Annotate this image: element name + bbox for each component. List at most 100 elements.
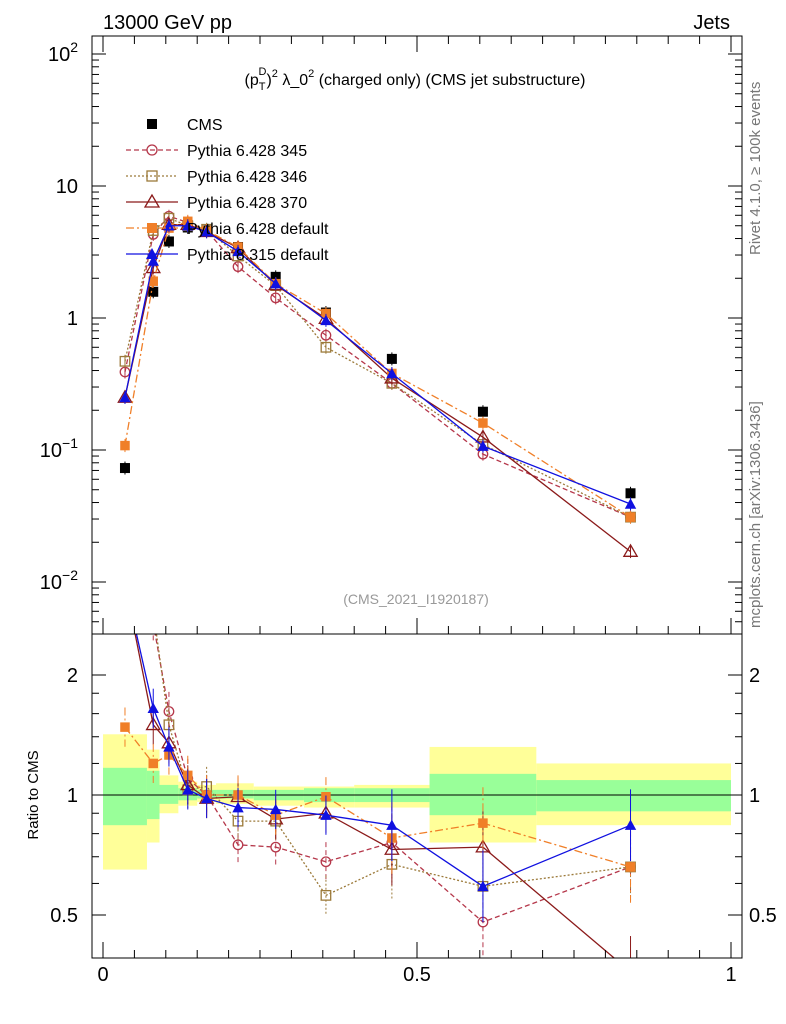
ratio-point-p346-7	[320, 889, 332, 901]
ratio-point-p8-10	[624, 819, 637, 830]
ratio-point-p8-4	[200, 792, 213, 804]
point-p370-1	[145, 259, 162, 274]
line-p6def	[124, 220, 631, 518]
main-ytick-label-4: 102	[48, 39, 78, 66]
ratio-point-p345-6	[270, 841, 282, 853]
legend-item-p6def: Pythia 6.428 default	[126, 221, 329, 238]
ratio-point-p8-3	[182, 784, 194, 795]
point-p8-10	[624, 498, 637, 509]
band-inner-10	[536, 780, 731, 812]
legend-marker-p346	[146, 170, 158, 182]
ratio-ytick-label-right-0: 0.5	[749, 905, 777, 927]
ratio-point-p8-2	[163, 741, 175, 752]
point-p6def-0	[120, 440, 130, 451]
xtick-label-2: 1	[725, 964, 736, 986]
xtick-label-1: 0.5	[403, 964, 431, 986]
ratio-point-p6def-10	[625, 862, 636, 872]
ratio-point-p345-7	[320, 856, 332, 868]
main-ytick-label-0: 10−2	[40, 567, 78, 594]
ratio-ylabel: Ratio to CMS	[25, 750, 42, 839]
legend-label-cms: CMS	[187, 117, 223, 134]
point-p8-3	[182, 220, 194, 231]
point-p8-8	[386, 367, 398, 379]
legend-label-p346: Pythia 6.428 346	[187, 169, 307, 186]
point-cms-6	[270, 271, 281, 282]
ratio-line-p346	[155, 634, 631, 897]
legend: CMS Pythia 6.428 345 Pythia 6.428 346 Pythi…	[126, 117, 329, 264]
xtick-label-0: 0	[97, 964, 108, 986]
ratio-point-p370-0	[118, 576, 131, 587]
point-p6def-7	[321, 308, 331, 319]
analysis-id: (CMS_2021_I1920187)	[343, 591, 489, 607]
ratio-point-p8-1	[147, 702, 159, 714]
ratio-point-p370-1	[145, 716, 162, 731]
point-cms-1	[148, 286, 159, 297]
ratio-line-p8	[135, 634, 631, 888]
legend-item-p345: Pythia 6.428 345	[126, 143, 307, 160]
ratio-series-p346	[148, 606, 636, 923]
legend-marker-p345	[146, 144, 158, 156]
ratio-ytick-label-2: 2	[67, 665, 78, 687]
main-ytick-label-1: 10−1	[40, 435, 78, 462]
ratio-point-p8-8	[386, 819, 398, 830]
point-p6def-10	[625, 512, 636, 522]
main-ytick-label-2: 1	[67, 308, 78, 330]
legend-marker-p370	[143, 193, 161, 208]
ratio-point-p370-10	[624, 965, 637, 976]
main-ytick-label-3: 10	[56, 176, 78, 198]
header-left: 13000 GeV pp	[103, 12, 232, 34]
point-p345-6	[270, 292, 282, 304]
series-p8	[119, 219, 637, 511]
ratio-point-p6def-1	[148, 758, 158, 769]
point-p345-7	[320, 329, 332, 341]
ratio-point-p345-1	[148, 618, 158, 628]
point-p8-6	[270, 277, 282, 289]
ratio-series-p345	[120, 502, 636, 958]
ratio-point-p345-5	[232, 839, 244, 851]
ratio-ytick-label-right-1: 1	[749, 785, 760, 807]
ratio-plot	[92, 502, 742, 976]
point-cms-10	[625, 488, 636, 499]
ratio-point-p345-0	[120, 502, 130, 512]
rivet-label: Rivet 4.1.0, ≥ 100k events	[747, 82, 764, 255]
series-p370	[117, 216, 639, 559]
ratio-point-p8-9	[477, 880, 489, 892]
header-right: Jets	[693, 12, 730, 34]
axes: 10−2 10−1 1 10 102 0 0.5 1 0.5 0.5 1 1 2 2	[40, 35, 777, 986]
point-p8-0	[119, 391, 131, 403]
point-p6def-1	[148, 276, 158, 286]
point-p8-5	[232, 245, 244, 257]
legend-marker-cms	[147, 119, 157, 129]
legend-label-p345: Pythia 6.428 345	[187, 143, 307, 160]
band-inner-2	[159, 784, 179, 804]
point-p6def-9	[478, 418, 488, 428]
ratio-ytick-label-1: 1	[67, 785, 78, 807]
point-cms-2	[163, 236, 174, 247]
legend-label-p370: Pythia 6.428 370	[187, 195, 307, 212]
ratio-line-p345	[154, 634, 631, 923]
ratio-point-p6def-9	[478, 818, 488, 828]
ratio-point-p6def-0	[120, 722, 130, 732]
plot-title: (pTD)2 λ_02 (charged only) (CMS jet subs…	[245, 66, 586, 93]
legend-marker-p8	[146, 248, 158, 259]
point-p8-7	[320, 314, 332, 326]
mcplots-label: mcplots.cern.ch [arXiv:1306.3436]	[747, 401, 764, 628]
ratio-point-p8-5	[232, 801, 244, 813]
legend-marker-p6def	[147, 223, 157, 233]
legend-item-cms: CMS	[147, 117, 223, 134]
point-cms-0	[119, 463, 130, 474]
legend-label-p6def: Pythia 6.428 default	[187, 221, 329, 238]
legend-item-p370: Pythia 6.428 370	[126, 193, 307, 212]
legend-item-p8: Pythia 8.315 default	[126, 247, 329, 264]
point-p8-1	[147, 255, 159, 266]
ratio-point-p346-1	[148, 606, 158, 616]
ratio-ytick-label-0: 0.5	[50, 905, 78, 927]
point-cms-8	[386, 353, 397, 364]
ratio-point-p8-0	[119, 577, 130, 587]
ratio-ytick-label-right-2: 2	[749, 665, 760, 687]
legend-label-p8: Pythia 8.315 default	[187, 247, 329, 264]
ratio-point-p8-7	[320, 809, 332, 820]
point-p8-9	[477, 440, 489, 451]
point-cms-9	[477, 406, 488, 417]
